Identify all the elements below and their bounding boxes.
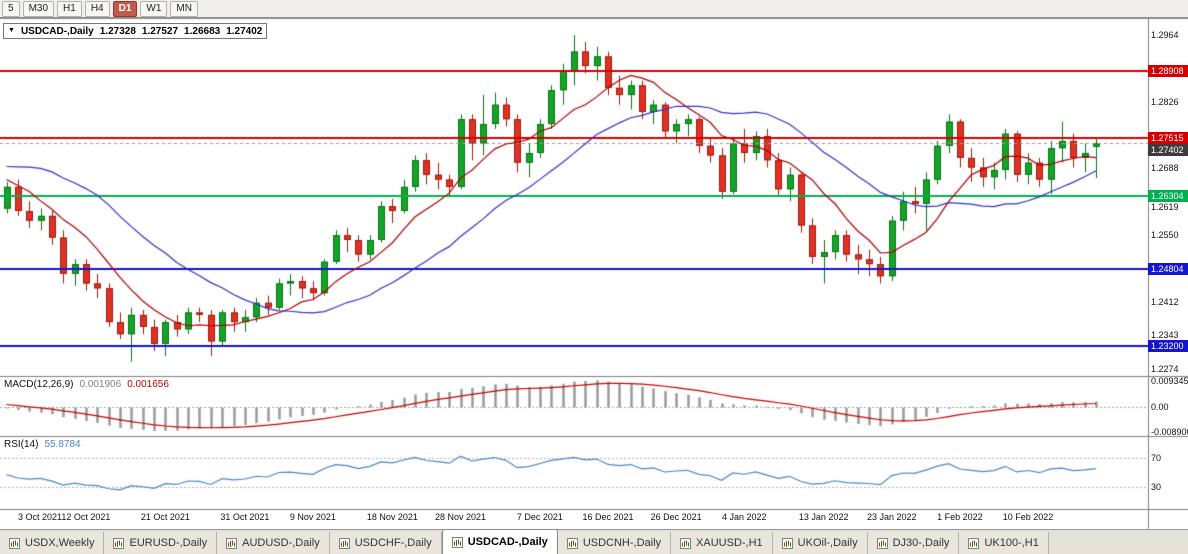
- date-axis-label: 28 Nov 2021: [434, 512, 487, 522]
- chart-icon: [113, 537, 125, 549]
- price-level-badge: 1.27515: [1148, 131, 1188, 144]
- date-axis-label: 16 Dec 2021: [582, 512, 634, 522]
- date-axis-label: 12 Oct 2021: [61, 512, 111, 522]
- macd-axis-label: -0.008900: [1151, 426, 1188, 437]
- chart-icon: [566, 537, 578, 549]
- date-axis-label: 23 Jan 2022: [867, 512, 917, 522]
- price-axis-tick: 1.2688: [1151, 163, 1179, 174]
- ohlc-close: 1.27402: [226, 25, 263, 37]
- date-axis-label: 18 Nov 2021: [366, 512, 418, 522]
- date-axis-label: 4 Jan 2022: [721, 512, 767, 522]
- chart-tab-label: USDCHF-,Daily: [354, 537, 432, 549]
- chart-tab-label: USDCNH-,Daily: [582, 537, 662, 549]
- chart-tab-usdchf-daily[interactable]: USDCHF-,Daily: [329, 532, 442, 554]
- macd-signal-value: 0.001656: [127, 379, 169, 390]
- chart-tab-eurusd-daily[interactable]: EURUSD-,Daily: [104, 532, 218, 554]
- date-axis-label: 26 Dec 2021: [650, 512, 702, 522]
- chart-tab-usdcnh-daily[interactable]: USDCNH-,Daily: [557, 532, 672, 554]
- price-axis-tick: 1.2550: [1151, 230, 1179, 241]
- chart-icon: [226, 537, 238, 549]
- chart-tab-uk100-h1[interactable]: UK100-,H1: [959, 532, 1049, 554]
- current-price-badge: 1.27402: [1148, 143, 1188, 156]
- chart-tab-usdx-weekly[interactable]: USDX,Weekly: [0, 532, 105, 554]
- chart-icon: [338, 537, 350, 549]
- chart-tab-label: AUDUSD-,Daily: [242, 537, 320, 549]
- price-axis-tick: 1.2619: [1151, 202, 1179, 213]
- chart-tab-label: UK100-,H1: [984, 537, 1039, 549]
- chart-tab-label: USDX,Weekly: [25, 537, 95, 549]
- rsi-axis-label: 30: [1151, 482, 1162, 493]
- price-level-badge: 1.28908: [1148, 64, 1188, 77]
- ohlc-high: 1.27527: [141, 25, 179, 37]
- chart-tab-label: EURUSD-,Daily: [129, 537, 208, 549]
- chart-tab-label: XAUUSD-,H1: [696, 537, 763, 549]
- timeframe-button-w1[interactable]: W1: [140, 0, 168, 17]
- chart-tab-label: UKOil-,Daily: [797, 537, 858, 549]
- date-axis-label: 13 Jan 2022: [798, 512, 849, 522]
- chart-icon: [968, 537, 980, 549]
- timeframe-button-5[interactable]: 5: [2, 0, 20, 17]
- chart-tab-usdcad-daily[interactable]: USDCAD-,Daily: [441, 529, 558, 554]
- date-axis-label: 3 Oct 2021: [17, 512, 63, 522]
- date-axis-label: 31 Oct 2021: [220, 512, 270, 522]
- date-axis-label: 7 Dec 2021: [516, 512, 563, 522]
- date-axis-label: 10 Feb 2022: [1002, 512, 1054, 522]
- price-level-badge: 1.26304: [1148, 190, 1188, 203]
- rsi-name: RSI(14): [4, 439, 39, 450]
- timeframe-button-h4[interactable]: H4: [84, 0, 110, 17]
- date-axis-label: 1 Feb 2022: [937, 512, 983, 522]
- timeframe-toolbar: 5 M30 H1 H4 D1 W1 MN: [0, 0, 1188, 18]
- chart-icon: [876, 537, 888, 549]
- collapse-arrow-icon[interactable]: ▼: [8, 27, 15, 34]
- symbol-title: USDCAD-,Daily: [20, 25, 94, 37]
- timeframe-button-d1[interactable]: D1: [112, 0, 138, 17]
- chart-icon: [9, 537, 20, 549]
- chart-tab-dj30-daily[interactable]: DJ30-,Daily: [867, 532, 960, 554]
- rsi-value: 55.8784: [44, 439, 81, 450]
- price-level-badge: 1.23200: [1148, 340, 1188, 353]
- rsi-indicator-label: RSI(14) 55.8784: [4, 439, 81, 450]
- date-axis-label: 21 Oct 2021: [140, 512, 190, 522]
- symbol-ohlc-header[interactable]: ▼ USDCAD-,Daily 1.27328 1.27527 1.26683 …: [3, 23, 268, 39]
- timeframe-button-h1[interactable]: H1: [57, 0, 82, 17]
- price-axis-tick: 1.2343: [1151, 330, 1179, 341]
- macd-axis-label: 0.00: [1151, 401, 1169, 412]
- chart-tab-ukoil-daily[interactable]: UKOil-,Daily: [772, 532, 868, 554]
- chart-icon: [781, 537, 793, 549]
- chart-tab-label: DJ30-,Daily: [892, 537, 950, 549]
- timeframe-button-m30[interactable]: M30: [22, 0, 55, 17]
- price-axis-tick: 1.2826: [1151, 96, 1179, 107]
- price-level-badge: 1.24804: [1148, 262, 1188, 275]
- ohlc-low: 1.26683: [184, 25, 221, 37]
- macd-main-value: 0.001906: [79, 379, 122, 390]
- rsi-axis-label: 70: [1151, 452, 1162, 463]
- ohlc-open: 1.27328: [99, 25, 136, 37]
- macd-name: MACD(12,26,9): [4, 379, 74, 390]
- chart-tabbar: USDX,Weekly EURUSD-,Daily AUDUSD-,Daily USD…: [0, 529, 1188, 554]
- chart-tab-label: USDCAD-,Daily: [467, 536, 548, 548]
- date-axis-label: 9 Nov 2021: [289, 512, 336, 522]
- chart-tab-audusd-daily[interactable]: AUDUSD-,Daily: [217, 532, 330, 554]
- chart-icon: [451, 536, 463, 548]
- chart-icon: [680, 537, 692, 549]
- price-axis-tick: 1.2964: [1151, 30, 1179, 41]
- timeframe-button-mn[interactable]: MN: [170, 0, 198, 17]
- macd-axis-label: 0.009345: [1151, 375, 1188, 386]
- chart-tab-xauusd-h1[interactable]: XAUUSD-,H1: [671, 532, 773, 554]
- price-axis-tick: 1.2274: [1151, 363, 1179, 374]
- price-axis-tick: 1.2412: [1151, 296, 1179, 307]
- macd-indicator-label: MACD(12,26,9) 0.001906 0.001656: [4, 379, 169, 390]
